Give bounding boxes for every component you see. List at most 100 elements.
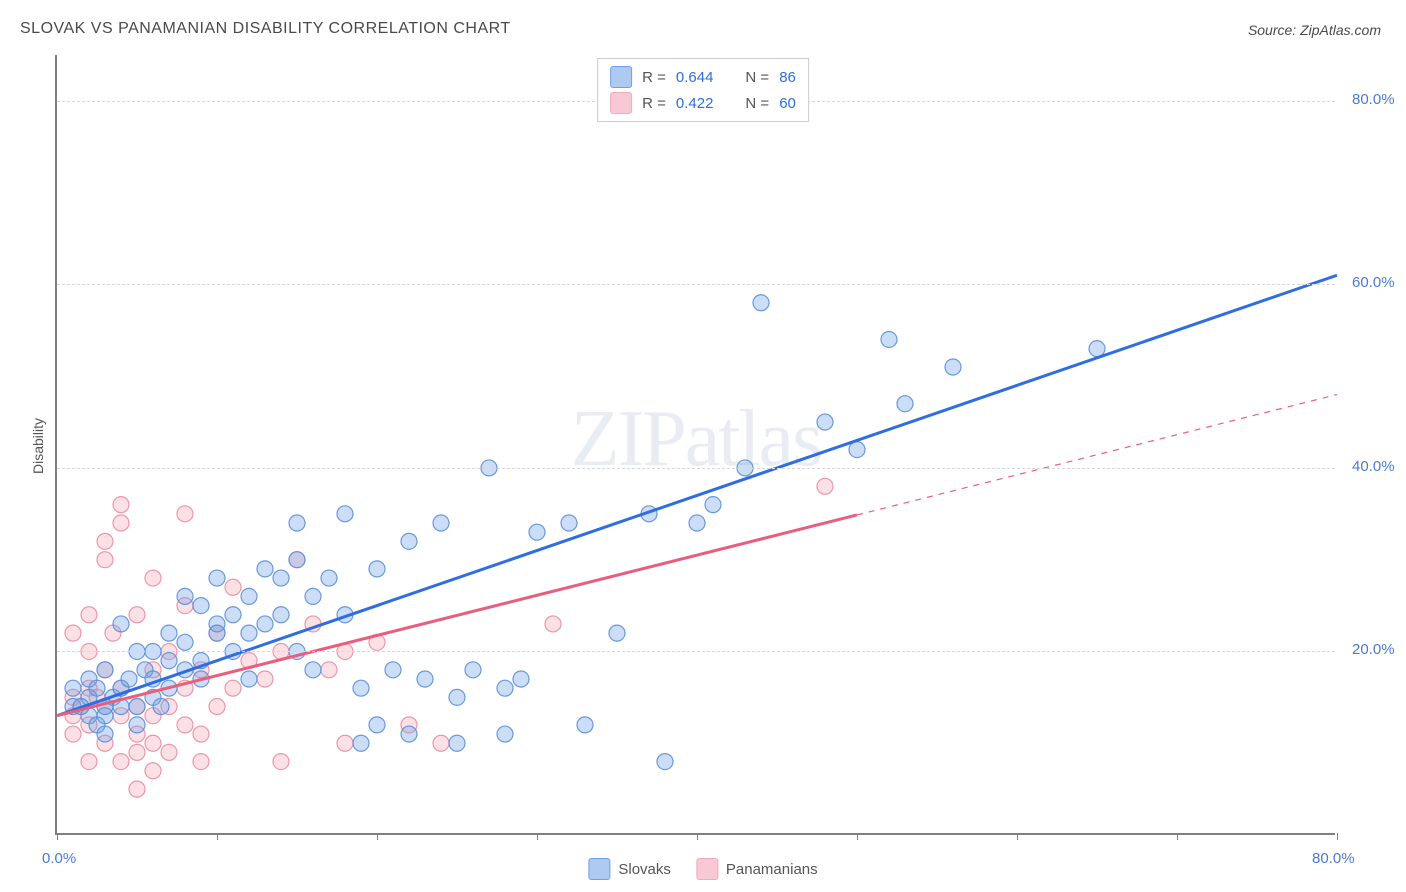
x-tick xyxy=(217,833,218,840)
legend-series-item: Panamanians xyxy=(696,858,818,880)
legend-correlation-row: R = 0.644N = 86 xyxy=(610,64,796,90)
y-tick-label: 80.0% xyxy=(1352,91,1395,108)
scatter-point xyxy=(1089,341,1105,357)
x-tick xyxy=(1017,833,1018,840)
x-tick xyxy=(57,833,58,840)
scatter-point xyxy=(273,607,289,623)
scatter-point xyxy=(529,524,545,540)
scatter-point xyxy=(385,662,401,678)
trend-line xyxy=(57,515,857,716)
x-tick-label: 80.0% xyxy=(1312,850,1355,867)
legend-swatch xyxy=(610,92,632,114)
scatter-point xyxy=(705,497,721,513)
scatter-point xyxy=(161,653,177,669)
scatter-point xyxy=(129,744,145,760)
scatter-point xyxy=(545,616,561,632)
scatter-point xyxy=(577,717,593,733)
legend-series: Slovaks Panamanians xyxy=(588,858,817,880)
scatter-point xyxy=(417,671,433,687)
scatter-point xyxy=(113,616,129,632)
scatter-point xyxy=(97,708,113,724)
scatter-point xyxy=(369,717,385,733)
scatter-point xyxy=(353,680,369,696)
scatter-point xyxy=(81,607,97,623)
legend-n-value: 60 xyxy=(779,95,796,112)
scatter-point xyxy=(689,515,705,531)
scatter-point xyxy=(161,744,177,760)
legend-swatch xyxy=(610,66,632,88)
scatter-svg xyxy=(57,55,1335,833)
gridline-h xyxy=(57,468,1335,469)
scatter-point xyxy=(305,662,321,678)
legend-correlation-row: R = 0.422N = 60 xyxy=(610,90,796,116)
scatter-point xyxy=(337,735,353,751)
scatter-point xyxy=(177,588,193,604)
scatter-point xyxy=(177,717,193,733)
scatter-point xyxy=(113,497,129,513)
scatter-point xyxy=(129,699,145,715)
scatter-point xyxy=(353,735,369,751)
scatter-point xyxy=(321,662,337,678)
y-axis-label: Disability xyxy=(30,418,46,474)
scatter-point xyxy=(321,570,337,586)
scatter-point xyxy=(945,359,961,375)
x-tick-label: 0.0% xyxy=(42,850,76,867)
scatter-point xyxy=(209,616,225,632)
scatter-point xyxy=(129,717,145,733)
plot-area: ZIPatlas 20.0%40.0%60.0%80.0%0.0%80.0% xyxy=(55,55,1335,835)
scatter-point xyxy=(209,570,225,586)
scatter-point xyxy=(305,588,321,604)
y-tick-label: 20.0% xyxy=(1352,641,1395,658)
scatter-point xyxy=(225,607,241,623)
scatter-point xyxy=(65,680,81,696)
scatter-point xyxy=(449,735,465,751)
scatter-point xyxy=(369,561,385,577)
scatter-point xyxy=(97,662,113,678)
x-tick xyxy=(1337,833,1338,840)
legend-swatch xyxy=(588,858,610,880)
scatter-point xyxy=(145,735,161,751)
scatter-point xyxy=(81,754,97,770)
scatter-point xyxy=(401,533,417,549)
scatter-point xyxy=(193,726,209,742)
y-tick-label: 40.0% xyxy=(1352,458,1395,475)
chart-title: SLOVAK VS PANAMANIAN DISABILITY CORRELAT… xyxy=(20,20,511,38)
scatter-point xyxy=(225,680,241,696)
scatter-point xyxy=(153,699,169,715)
scatter-point xyxy=(177,634,193,650)
source-label: Source: ZipAtlas.com xyxy=(1248,22,1381,38)
legend-swatch xyxy=(696,858,718,880)
scatter-point xyxy=(817,414,833,430)
scatter-point xyxy=(897,396,913,412)
legend-r-value: 0.422 xyxy=(676,95,714,112)
scatter-point xyxy=(401,726,417,742)
scatter-point xyxy=(609,625,625,641)
legend-n-label: N = xyxy=(745,69,769,86)
scatter-point xyxy=(193,598,209,614)
scatter-point xyxy=(241,671,257,687)
scatter-point xyxy=(881,331,897,347)
legend-series-item: Slovaks xyxy=(588,858,671,880)
x-tick xyxy=(537,833,538,840)
legend-n-label: N = xyxy=(745,95,769,112)
legend-series-label: Slovaks xyxy=(618,861,671,878)
scatter-point xyxy=(561,515,577,531)
y-tick-label: 60.0% xyxy=(1352,274,1395,291)
scatter-point xyxy=(753,295,769,311)
trend-line-dashed xyxy=(857,395,1337,515)
scatter-point xyxy=(337,506,353,522)
scatter-point xyxy=(433,515,449,531)
scatter-point xyxy=(113,754,129,770)
scatter-point xyxy=(257,616,273,632)
scatter-point xyxy=(193,754,209,770)
scatter-point xyxy=(289,552,305,568)
gridline-h xyxy=(57,651,1335,652)
scatter-point xyxy=(129,607,145,623)
scatter-point xyxy=(273,570,289,586)
scatter-point xyxy=(161,625,177,641)
scatter-point xyxy=(97,533,113,549)
x-tick xyxy=(697,833,698,840)
scatter-point xyxy=(433,735,449,751)
scatter-point xyxy=(257,561,273,577)
legend-r-label: R = xyxy=(642,69,666,86)
